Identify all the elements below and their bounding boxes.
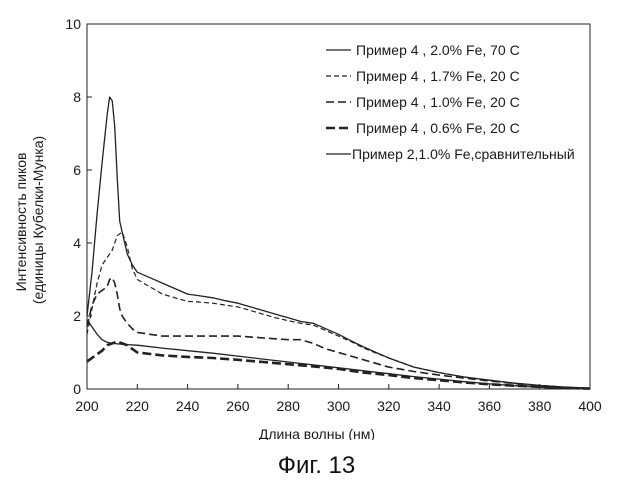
y-tick-label: 2	[73, 308, 81, 324]
x-tick-label: 280	[277, 398, 301, 414]
x-tick-label: 360	[478, 398, 502, 414]
x-tick-label: 240	[176, 398, 200, 414]
legend-label-5: Пример 2,1.0% Fe,сравнительный	[352, 146, 575, 162]
x-tick-label: 320	[377, 398, 401, 414]
y-tick-label: 4	[73, 235, 81, 251]
x-tick-label: 300	[327, 398, 351, 414]
series-line-3	[87, 278, 590, 389]
y-axis-label-line-2: (единицы Кубелки-Мунка)	[30, 136, 46, 304]
y-tick-label: 10	[65, 16, 81, 32]
legend-label-1: Пример 4 , 2.0% Fe, 70 C	[356, 42, 520, 58]
y-axis-label: Интенсивность пиков (единицы Кубелки-Мун…	[13, 136, 46, 304]
y-axis-label-line-1: Интенсивность пиков	[13, 153, 29, 292]
x-tick-label: 220	[126, 398, 150, 414]
legend-label-3: Пример 4 , 1.0% Fe, 20 C	[356, 94, 520, 110]
x-tick-label: 200	[75, 398, 99, 414]
x-tick-label: 340	[427, 398, 451, 414]
figure-caption: Фиг. 13	[0, 452, 633, 480]
y-tick-label: 0	[73, 381, 81, 397]
y-tick-label: 8	[73, 89, 81, 105]
legend-label-4: Пример 4 , 0.6% Fe, 20 C	[356, 120, 520, 136]
x-axis-label: Длина волны (нм)	[259, 426, 375, 440]
series-line-1	[87, 97, 590, 388]
x-tick-label: 260	[226, 398, 250, 414]
y-axis: 0 2 4 6 8 10	[65, 16, 92, 397]
x-tick-label: 400	[578, 398, 602, 414]
legend: Пример 4 , 2.0% Fe, 70 C Пример 4 , 1.7% …	[326, 42, 575, 162]
x-tick-label: 380	[528, 398, 552, 414]
chart: 200 220 240 260 280 300 320 340 360 380 400 0 2 4 6 8 1…	[0, 0, 633, 440]
y-tick-label: 6	[73, 162, 81, 178]
series-line-2	[87, 232, 590, 388]
legend-label-2: Пример 4 , 1.7% Fe, 20 C	[356, 68, 520, 84]
series-layer	[87, 97, 590, 389]
